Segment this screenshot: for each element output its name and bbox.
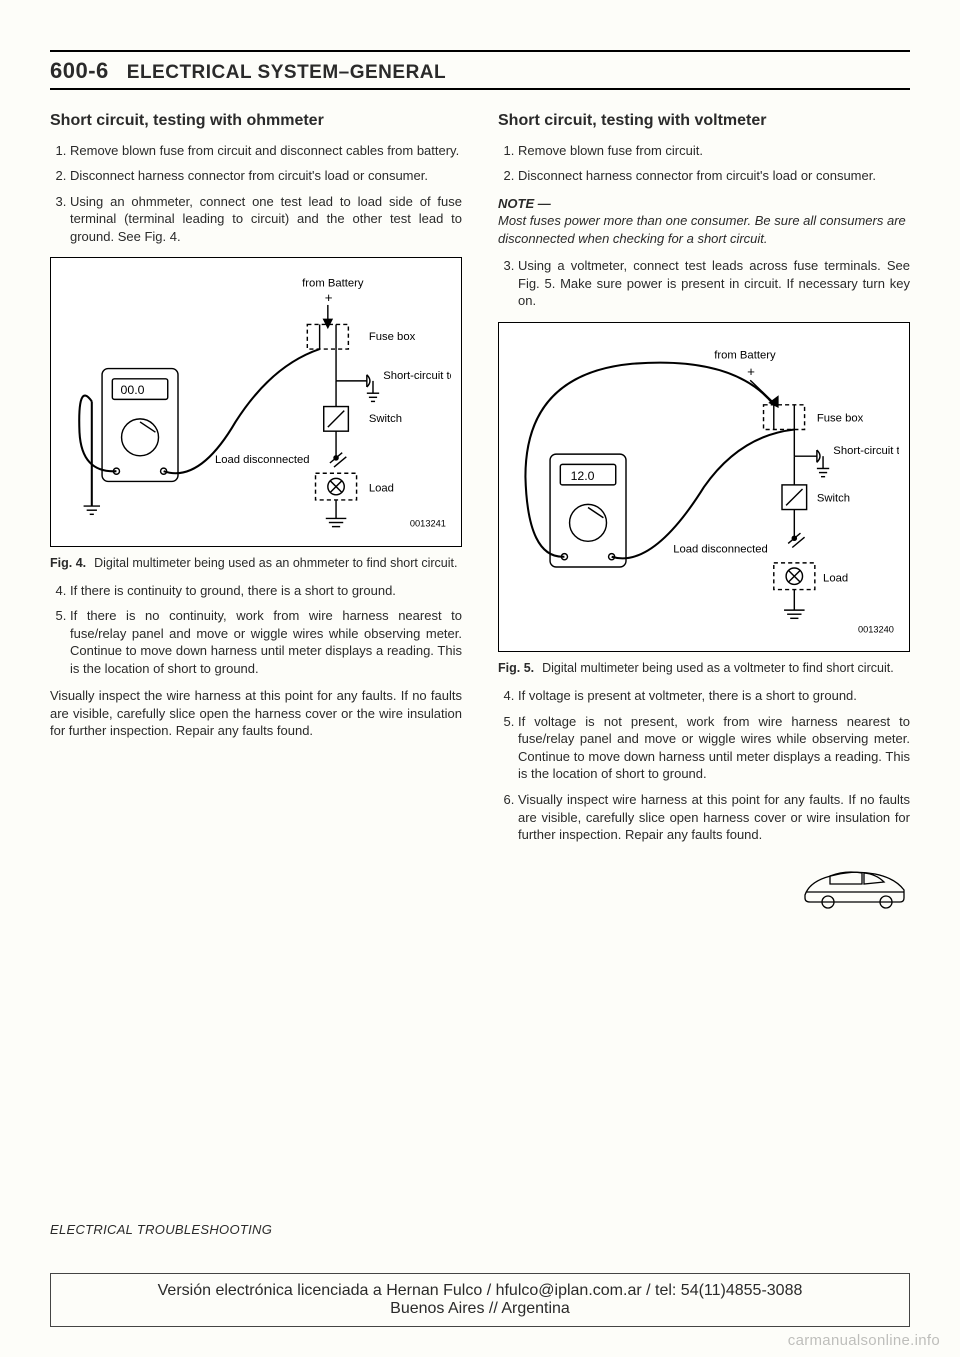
svg-text:Load: Load	[369, 483, 394, 495]
note-body: Most fuses power more than one consumer.…	[498, 212, 910, 247]
page-title: ELECTRICAL SYSTEM–GENERAL	[127, 62, 446, 84]
list-item: Disconnect harness connector from circui…	[70, 167, 462, 185]
figure-label: Fig. 5.	[498, 660, 534, 677]
figure-4-svg: from Battery + Fuse box	[61, 268, 451, 535]
svg-text:Short-circuit to earth: Short-circuit to earth	[383, 370, 451, 382]
right-steps-b: Using a voltmeter, connect test leads ac…	[498, 257, 910, 310]
two-column-layout: Short circuit, testing with ohmmeter Rem…	[50, 108, 910, 910]
list-item: Remove blown fuse from circuit and disco…	[70, 142, 462, 160]
left-steps-a: Remove blown fuse from circuit and disco…	[50, 142, 462, 246]
svg-text:Load disconnected: Load disconnected	[215, 454, 310, 466]
figure-label: Fig. 4.	[50, 555, 86, 572]
right-steps-a: Remove blown fuse from circuit. Disconne…	[498, 142, 910, 185]
page: 600-6 ELECTRICAL SYSTEM–GENERAL Short ci…	[0, 0, 960, 1357]
watermark: carmanualsonline.info	[788, 1332, 940, 1349]
svg-text:+: +	[747, 364, 755, 379]
svg-text:0013240: 0013240	[858, 625, 894, 635]
note-label: NOTE —	[498, 195, 910, 213]
svg-text:Load: Load	[823, 572, 848, 584]
svg-text:0013241: 0013241	[410, 519, 446, 529]
svg-text:Switch: Switch	[817, 492, 850, 504]
figure-4-caption: Fig. 4. Digital multimeter being used as…	[50, 555, 462, 572]
right-heading: Short circuit, testing with voltmeter	[498, 110, 910, 132]
svg-text:Switch: Switch	[369, 413, 402, 425]
list-item: Remove blown fuse from circuit.	[518, 142, 910, 160]
figure-text: Digital multimeter being used as a voltm…	[542, 660, 910, 677]
svg-text:from Battery: from Battery	[302, 278, 364, 290]
license-box: Versión electrónica licenciada a Hernan …	[50, 1273, 910, 1327]
right-column: Short circuit, testing with voltmeter Re…	[498, 108, 910, 910]
svg-text:Short-circuit to earth: Short-circuit to earth	[833, 445, 899, 457]
left-column: Short circuit, testing with ohmmeter Rem…	[50, 108, 462, 910]
figure-text: Digital multimeter being used as an ohmm…	[94, 555, 462, 572]
figure-5-frame: from Battery + Fuse box	[498, 322, 910, 652]
svg-text:00.0: 00.0	[121, 384, 145, 398]
car-icon	[800, 860, 910, 910]
list-item: Using a voltmeter, connect test leads ac…	[518, 257, 910, 310]
left-closing-paragraph: Visually inspect the wire harness at thi…	[50, 687, 462, 740]
figure-4-frame: from Battery + Fuse box	[50, 257, 462, 546]
note-box: NOTE — Most fuses power more than one co…	[498, 195, 910, 248]
page-header: 600-6 ELECTRICAL SYSTEM–GENERAL	[50, 52, 910, 90]
list-item: If voltage is present at voltmeter, ther…	[518, 687, 910, 705]
figure-5-caption: Fig. 5. Digital multimeter being used as…	[498, 660, 910, 677]
left-heading: Short circuit, testing with ohmmeter	[50, 110, 462, 132]
list-item: If voltage is not present, work from wir…	[518, 713, 910, 783]
svg-text:12.0: 12.0	[571, 469, 595, 483]
svg-text:Fuse box: Fuse box	[369, 331, 416, 343]
svg-text:Load disconnected: Load disconnected	[673, 544, 768, 556]
left-steps-b: If there is continuity to ground, there …	[50, 582, 462, 678]
license-line-2: Buenos Aires // Argentina	[55, 1300, 905, 1318]
list-item: Using an ohmmeter, connect one test lead…	[70, 193, 462, 246]
list-item: Disconnect harness connector from circui…	[518, 167, 910, 185]
svg-text:Fuse box: Fuse box	[817, 412, 864, 424]
list-item: Visually inspect wire harness at this po…	[518, 791, 910, 844]
footer-section-title: ELECTRICAL TROUBLESHOOTING	[50, 1222, 272, 1237]
figure-5-svg: from Battery + Fuse box	[509, 333, 899, 641]
svg-text:from Battery: from Battery	[714, 350, 776, 362]
list-item: If there is no continuity, work from wir…	[70, 607, 462, 677]
right-steps-c: If voltage is present at voltmeter, ther…	[498, 687, 910, 843]
list-item: If there is continuity to ground, there …	[70, 582, 462, 600]
svg-text:+: +	[325, 290, 333, 305]
page-number: 600-6	[50, 58, 109, 84]
license-line-1: Versión electrónica licenciada a Hernan …	[55, 1282, 905, 1300]
